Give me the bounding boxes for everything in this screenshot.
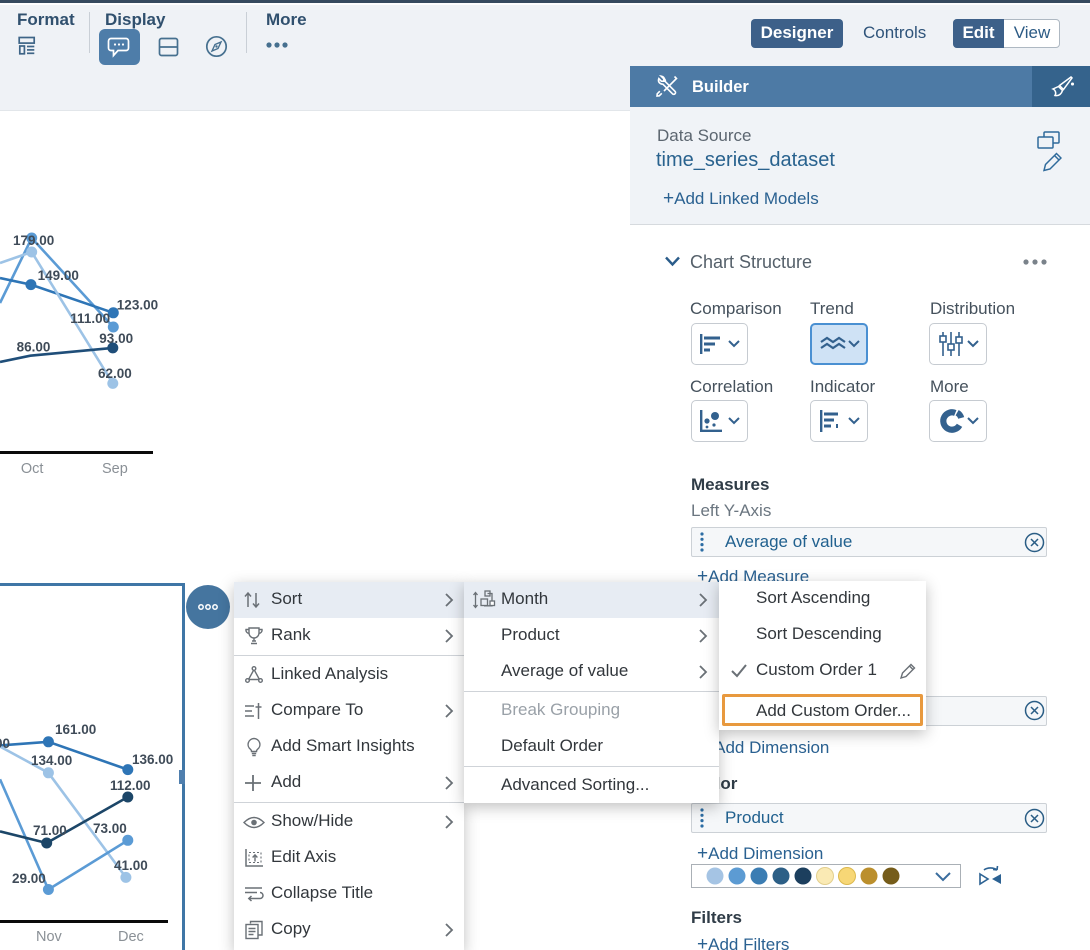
svg-text:161.00: 161.00 [55, 722, 96, 737]
svg-text:111.00: 111.00 [70, 311, 110, 326]
svg-text:93.00: 93.00 [99, 331, 133, 346]
svg-text:29.00: 29.00 [12, 871, 46, 886]
svg-text:112.00: 112.00 [110, 778, 151, 793]
svg-text:Nov: Nov [36, 929, 63, 945]
svg-text:86.00: 86.00 [17, 340, 51, 355]
svg-text:73.00: 73.00 [93, 821, 127, 836]
svg-text:Sep: Sep [102, 461, 128, 477]
svg-text:Dec: Dec [118, 929, 144, 945]
svg-text:149.00: 149.00 [38, 268, 79, 283]
svg-text:136.00: 136.00 [132, 752, 173, 767]
svg-text:62.00: 62.00 [98, 366, 132, 381]
svg-text:Oct: Oct [21, 461, 44, 477]
svg-text:71.00: 71.00 [33, 823, 67, 838]
svg-text:41.00: 41.00 [114, 858, 148, 873]
svg-text:134.00: 134.00 [31, 753, 72, 768]
svg-text:179.00: 179.00 [13, 233, 54, 248]
svg-text:123.00: 123.00 [117, 298, 158, 313]
svg-text:00: 00 [0, 736, 10, 751]
